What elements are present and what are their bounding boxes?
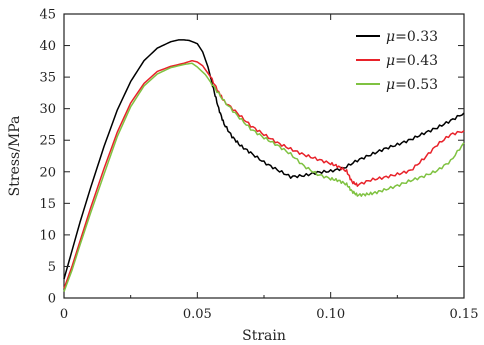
y-tick-label: 20 xyxy=(39,165,56,180)
y-tick-label: 25 xyxy=(39,134,56,149)
y-tick-label: 15 xyxy=(39,197,56,212)
legend-item: μ=0.33 xyxy=(356,29,438,45)
y-tick-label: 30 xyxy=(39,102,56,117)
legend-item: μ=0.53 xyxy=(356,77,438,93)
legend-label: μ=0.53 xyxy=(386,77,438,93)
legend-label: μ=0.43 xyxy=(386,53,438,69)
x-axis: 0 0.05 0.10 0.15 xyxy=(60,14,479,322)
x-tick-label: 0.05 xyxy=(183,307,212,322)
x-axis-title: Strain xyxy=(242,328,286,344)
legend-label: μ=0.33 xyxy=(386,29,438,45)
y-tick-label: 0 xyxy=(48,292,56,307)
y-tick-label: 5 xyxy=(48,260,56,275)
series-line xyxy=(63,62,465,292)
y-tick-label: 10 xyxy=(39,228,56,243)
legend: μ=0.33 μ=0.43 μ=0.53 xyxy=(356,29,438,93)
x-tick-label: 0.10 xyxy=(316,307,345,322)
legend-item: μ=0.43 xyxy=(356,53,438,69)
y-axis-title: Stress/MPa xyxy=(7,116,23,197)
y-tick-label: 35 xyxy=(39,71,56,86)
y-axis: 0 5 10 15 20 25 30 35 40 45 xyxy=(39,8,464,307)
series-lines xyxy=(63,39,465,292)
x-tick-label: 0.15 xyxy=(450,307,479,322)
y-tick-label: 45 xyxy=(39,8,56,23)
y-tick-label: 40 xyxy=(39,39,56,54)
series-line xyxy=(63,59,465,289)
x-tick-label: 0 xyxy=(60,307,68,322)
series-line xyxy=(63,39,465,280)
